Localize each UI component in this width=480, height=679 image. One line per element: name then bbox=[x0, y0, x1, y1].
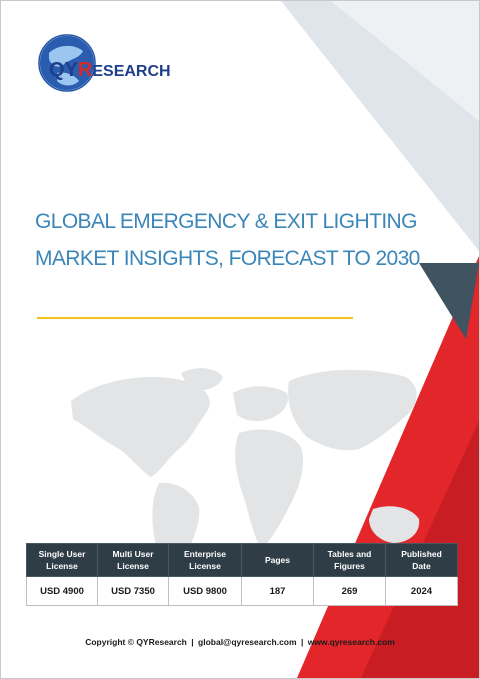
slate-triangle-shape bbox=[419, 263, 479, 339]
globe-logo-icon bbox=[38, 34, 96, 92]
footer-separator-2: | bbox=[300, 637, 304, 647]
header-published-date: Published Date bbox=[385, 543, 458, 577]
report-title: GLOBAL EMERGENCY & EXIT LIGHTING MARKET … bbox=[35, 203, 420, 277]
footer-email-link[interactable]: global@qyresearch.com bbox=[198, 637, 297, 647]
world-map-graphic bbox=[71, 368, 420, 591]
title-underline bbox=[37, 317, 353, 319]
footer-separator-1: | bbox=[191, 637, 194, 647]
footer: Copyright © QYResearch | global@qyresear… bbox=[1, 637, 479, 647]
logo-rest: ESEARCH bbox=[92, 63, 171, 80]
value-tables-figures: 269 bbox=[313, 576, 386, 606]
footer-website-link[interactable]: www.qyresearch.com bbox=[307, 637, 395, 647]
title-line-1: GLOBAL EMERGENCY & EXIT LIGHTING bbox=[35, 210, 417, 233]
value-multi-user: USD 7350 bbox=[97, 576, 169, 606]
value-published-date: 2024 bbox=[385, 576, 458, 606]
title-line-2: MARKET INSIGHTS, FORECAST TO 2030 bbox=[35, 247, 420, 270]
license-info-table: Single User License Multi User License Ent… bbox=[26, 543, 458, 606]
brand-wordmark: QYRESEARCH bbox=[49, 59, 171, 82]
logo-q: Q bbox=[49, 59, 65, 81]
value-single-user: USD 4900 bbox=[26, 576, 98, 606]
header-single-user: Single User License bbox=[26, 543, 98, 577]
header-pages: Pages bbox=[241, 543, 314, 577]
header-tables-figures: Tables and Figures bbox=[313, 543, 386, 577]
logo-r: R bbox=[77, 59, 93, 81]
value-enterprise: USD 9800 bbox=[168, 576, 242, 606]
header-enterprise: Enterprise License bbox=[168, 543, 242, 577]
logo-y: Y bbox=[64, 59, 78, 81]
table-header-row: Single User License Multi User License Ent… bbox=[26, 543, 458, 577]
footer-copyright: Copyright © QYResearch bbox=[85, 637, 187, 647]
light-panel-shape bbox=[331, 1, 479, 121]
header-multi-user: Multi User License bbox=[97, 543, 169, 577]
table-values-row: USD 4900 USD 7350 USD 9800 187 269 2024 bbox=[26, 576, 458, 606]
value-pages: 187 bbox=[241, 576, 314, 606]
